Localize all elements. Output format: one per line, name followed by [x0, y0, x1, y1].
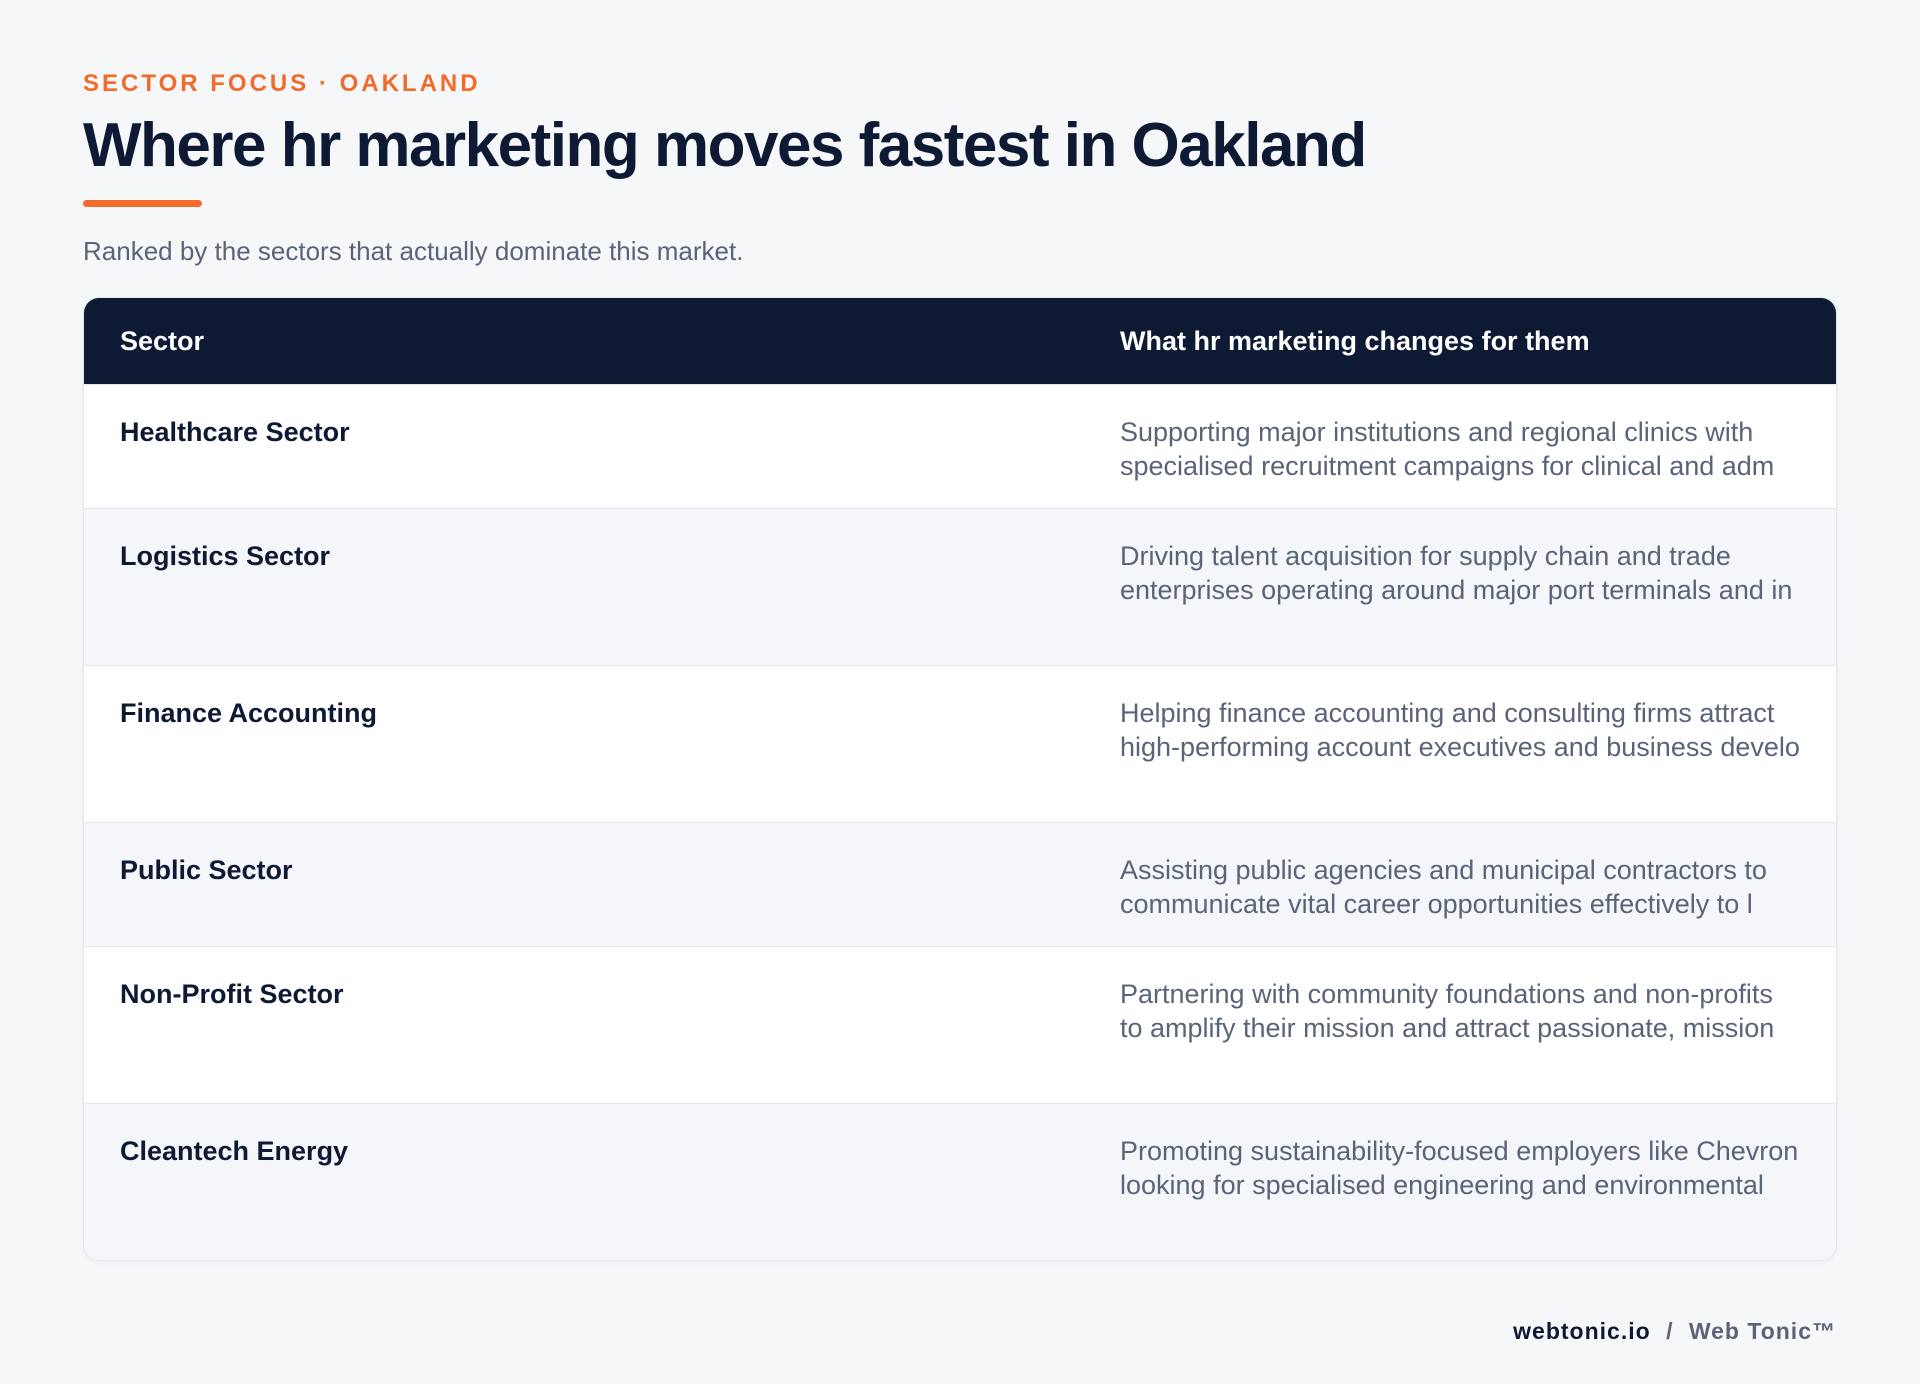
table-row: Cleantech Energy Promoting sustainabilit… — [84, 1103, 1836, 1260]
sector-description: Assisting public agencies and municipal … — [1120, 855, 1767, 919]
sector-name: Non-Profit Sector — [120, 979, 344, 1009]
sector-name: Public Sector — [120, 855, 293, 885]
sector-table: Sector What hr marketing changes for the… — [83, 297, 1837, 1261]
eyebrow-label: SECTOR FOCUS · OAKLAND — [83, 70, 481, 97]
sector-description: Driving talent acquisition for supply ch… — [1120, 541, 1793, 605]
page-subtitle: Ranked by the sectors that actually domi… — [83, 236, 744, 266]
sector-description: Promoting sustainability-focused employe… — [1120, 1136, 1799, 1200]
table-row: Non-Profit Sector Partnering with commun… — [84, 946, 1836, 1103]
table-row: Finance Accounting Helping finance accou… — [84, 665, 1836, 822]
sector-description: Partnering with community foundations an… — [1120, 979, 1775, 1043]
footer-credit: webtonic.io / Web Tonic™ — [1513, 1318, 1836, 1345]
table-row: Logistics Sector Driving talent acquisit… — [84, 508, 1836, 665]
page-title: Where hr marketing moves fastest in Oakl… — [83, 111, 1367, 180]
column-header-changes: What hr marketing changes for them — [1120, 325, 1590, 356]
column-header-sector: Sector — [120, 325, 205, 356]
sector-name: Finance Accounting — [120, 698, 378, 728]
table-row: Healthcare Sector Supporting major insti… — [84, 384, 1836, 508]
footer-brand: Web Tonic™ — [1688, 1318, 1836, 1344]
sector-description: Supporting major institutions and region… — [1120, 417, 1775, 481]
table-header: Sector What hr marketing changes for the… — [84, 298, 1836, 384]
footer-domain: webtonic.io — [1513, 1318, 1651, 1344]
sector-name: Healthcare Sector — [120, 417, 350, 447]
sector-description: Helping finance accounting and consultin… — [1120, 698, 1800, 762]
sector-name: Cleantech Energy — [120, 1136, 349, 1166]
table-row: Public Sector Assisting public agencies … — [84, 822, 1836, 946]
title-underline — [83, 200, 202, 207]
sector-name: Logistics Sector — [120, 541, 331, 571]
footer-separator: / — [1666, 1318, 1674, 1344]
